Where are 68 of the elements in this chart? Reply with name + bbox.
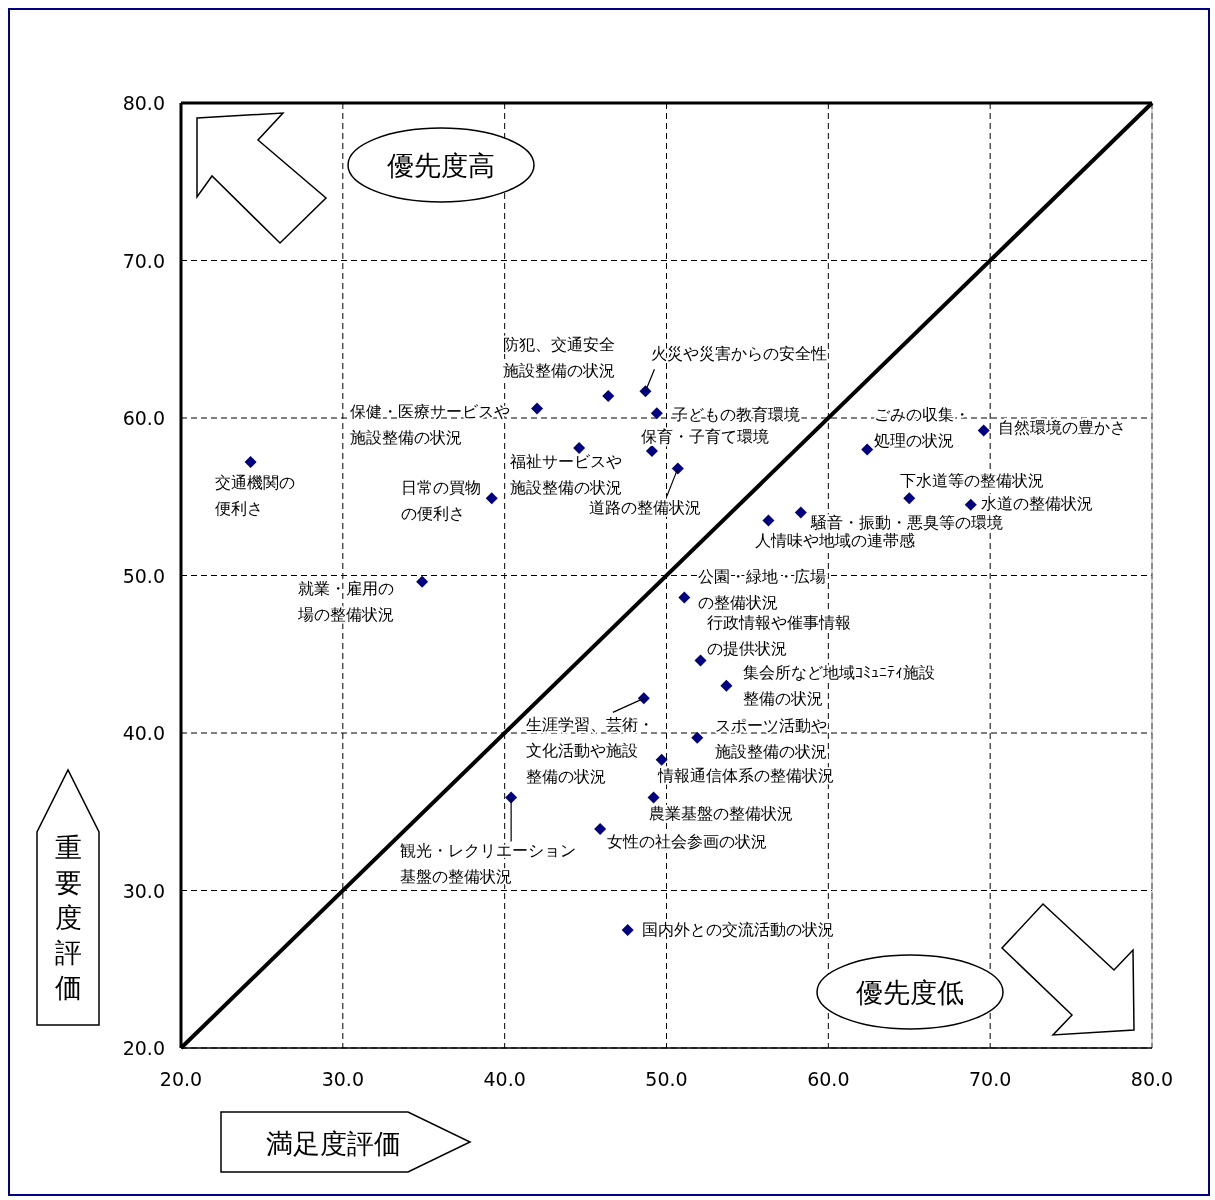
annotation: 国内外との交流活動の状況 bbox=[641, 919, 834, 939]
annotation: 子どもの教育環境 bbox=[671, 405, 800, 425]
point bbox=[861, 443, 874, 456]
point bbox=[977, 424, 990, 437]
annotation: 火災や災害からの安全性 bbox=[651, 344, 828, 364]
point bbox=[637, 692, 650, 705]
point bbox=[639, 385, 652, 398]
annotation: 日常の買物の便利さ bbox=[400, 478, 481, 524]
point bbox=[244, 456, 257, 469]
point bbox=[647, 791, 660, 804]
point bbox=[762, 514, 775, 527]
annotation: 保健・医療サービスや施設整備の状況 bbox=[350, 401, 511, 447]
annotation: 農業基盤の整備状況 bbox=[648, 803, 793, 823]
point bbox=[573, 441, 586, 454]
annotation: 保育・子育て環境 bbox=[640, 427, 769, 447]
annotation: 行政情報や催事情報の提供状況 bbox=[707, 612, 852, 658]
y-tick-label: 20.0 bbox=[122, 1037, 165, 1059]
annotation: 交通機関の便利さ bbox=[214, 473, 295, 519]
x-tick-label: 60.0 bbox=[807, 1068, 850, 1090]
annotation: 集会所など地域ｺﾐｭﾆﾃｨ施設整備の状況 bbox=[743, 662, 936, 708]
annotation: 道路の整備状況 bbox=[588, 498, 701, 518]
point bbox=[678, 591, 691, 604]
y-tick-label: 30.0 bbox=[122, 879, 165, 902]
annotation: 防犯、交通安全施設整備の状況 bbox=[503, 334, 616, 380]
annotation: 福祉サービスや施設整備の状況 bbox=[510, 451, 623, 497]
point bbox=[720, 679, 733, 692]
point bbox=[602, 389, 615, 402]
x-tick-label: 70.0 bbox=[969, 1068, 1012, 1090]
point bbox=[694, 654, 707, 667]
point bbox=[691, 731, 704, 744]
annotation: 優先度低 bbox=[856, 977, 964, 1008]
x-tick-label: 40.0 bbox=[483, 1068, 526, 1090]
point bbox=[621, 923, 634, 936]
y-tick-label: 50.0 bbox=[122, 564, 165, 587]
annotation: 騒音・振動・悪臭等の環境 bbox=[809, 512, 1003, 532]
point bbox=[903, 492, 916, 505]
point bbox=[485, 492, 498, 505]
y-tick-label: 40.0 bbox=[122, 722, 165, 744]
y-tick-label: 80.0 bbox=[122, 92, 165, 114]
point bbox=[655, 753, 668, 766]
annotation: 人情味や地域の連帯感 bbox=[755, 531, 916, 551]
point bbox=[645, 445, 658, 458]
point bbox=[416, 575, 429, 588]
point bbox=[671, 462, 684, 475]
annotation: 優先度高 bbox=[387, 150, 495, 181]
x-axis-title: 満足度評価 bbox=[265, 1128, 401, 1159]
y-axis-title: 重要度評価 bbox=[54, 832, 82, 1003]
x-tick-label: 30.0 bbox=[321, 1068, 364, 1090]
point bbox=[964, 498, 977, 511]
x-tick-label: 20.0 bbox=[159, 1068, 203, 1090]
annotation: 女性の社会参画の状況 bbox=[607, 832, 768, 852]
annotation: 自然環境の豊かさ bbox=[997, 417, 1126, 437]
y-tick-label: 60.0 bbox=[122, 407, 165, 429]
point bbox=[531, 402, 544, 415]
annotation: ごみの収集・処理の状況 bbox=[874, 404, 971, 450]
point bbox=[794, 506, 807, 519]
annotation: 観光・レクリエーション基盤の整備状況 bbox=[400, 840, 577, 886]
annotation: 就業・雇用の場の整備状況 bbox=[297, 578, 395, 624]
annotation: 水道の整備状況 bbox=[980, 493, 1093, 513]
annotation: 生涯学習、芸術・文化活動や施設整備の状況 bbox=[525, 715, 654, 787]
y-tick-label: 70.0 bbox=[122, 249, 165, 272]
annotation: 情報通信体系の整備状況 bbox=[656, 765, 834, 785]
point bbox=[594, 823, 607, 836]
annotation: スポーツ活動や施設整備の状況 bbox=[715, 715, 828, 761]
x-tick-label: 80.0 bbox=[1130, 1068, 1174, 1090]
annotation: 下水道等の整備状況 bbox=[900, 471, 1045, 491]
x-tick-label: 50.0 bbox=[645, 1068, 688, 1090]
point bbox=[650, 407, 663, 420]
